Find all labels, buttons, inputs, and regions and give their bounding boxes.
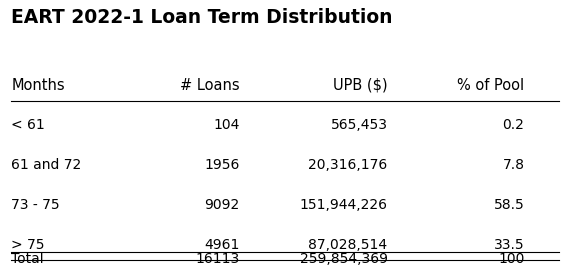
Text: 73 - 75: 73 - 75 xyxy=(11,198,60,212)
Text: 20,316,176: 20,316,176 xyxy=(308,158,388,172)
Text: > 75: > 75 xyxy=(11,238,45,252)
Text: 259,854,369: 259,854,369 xyxy=(300,252,388,266)
Text: 87,028,514: 87,028,514 xyxy=(308,238,388,252)
Text: 565,453: 565,453 xyxy=(331,118,388,132)
Text: 100: 100 xyxy=(498,252,524,266)
Text: 9092: 9092 xyxy=(204,198,239,212)
Text: 16113: 16113 xyxy=(195,252,239,266)
Text: 151,944,226: 151,944,226 xyxy=(300,198,388,212)
Text: Total: Total xyxy=(11,252,44,266)
Text: 4961: 4961 xyxy=(204,238,239,252)
Text: 1956: 1956 xyxy=(204,158,239,172)
Text: # Loans: # Loans xyxy=(180,78,239,93)
Text: 33.5: 33.5 xyxy=(494,238,524,252)
Text: 61 and 72: 61 and 72 xyxy=(11,158,82,172)
Text: 0.2: 0.2 xyxy=(503,118,524,132)
Text: 58.5: 58.5 xyxy=(494,198,524,212)
Text: 7.8: 7.8 xyxy=(502,158,524,172)
Text: 104: 104 xyxy=(213,118,239,132)
Text: % of Pool: % of Pool xyxy=(457,78,524,93)
Text: UPB ($): UPB ($) xyxy=(333,78,388,93)
Text: EART 2022-1 Loan Term Distribution: EART 2022-1 Loan Term Distribution xyxy=(11,8,393,27)
Text: Months: Months xyxy=(11,78,65,93)
Text: < 61: < 61 xyxy=(11,118,45,132)
